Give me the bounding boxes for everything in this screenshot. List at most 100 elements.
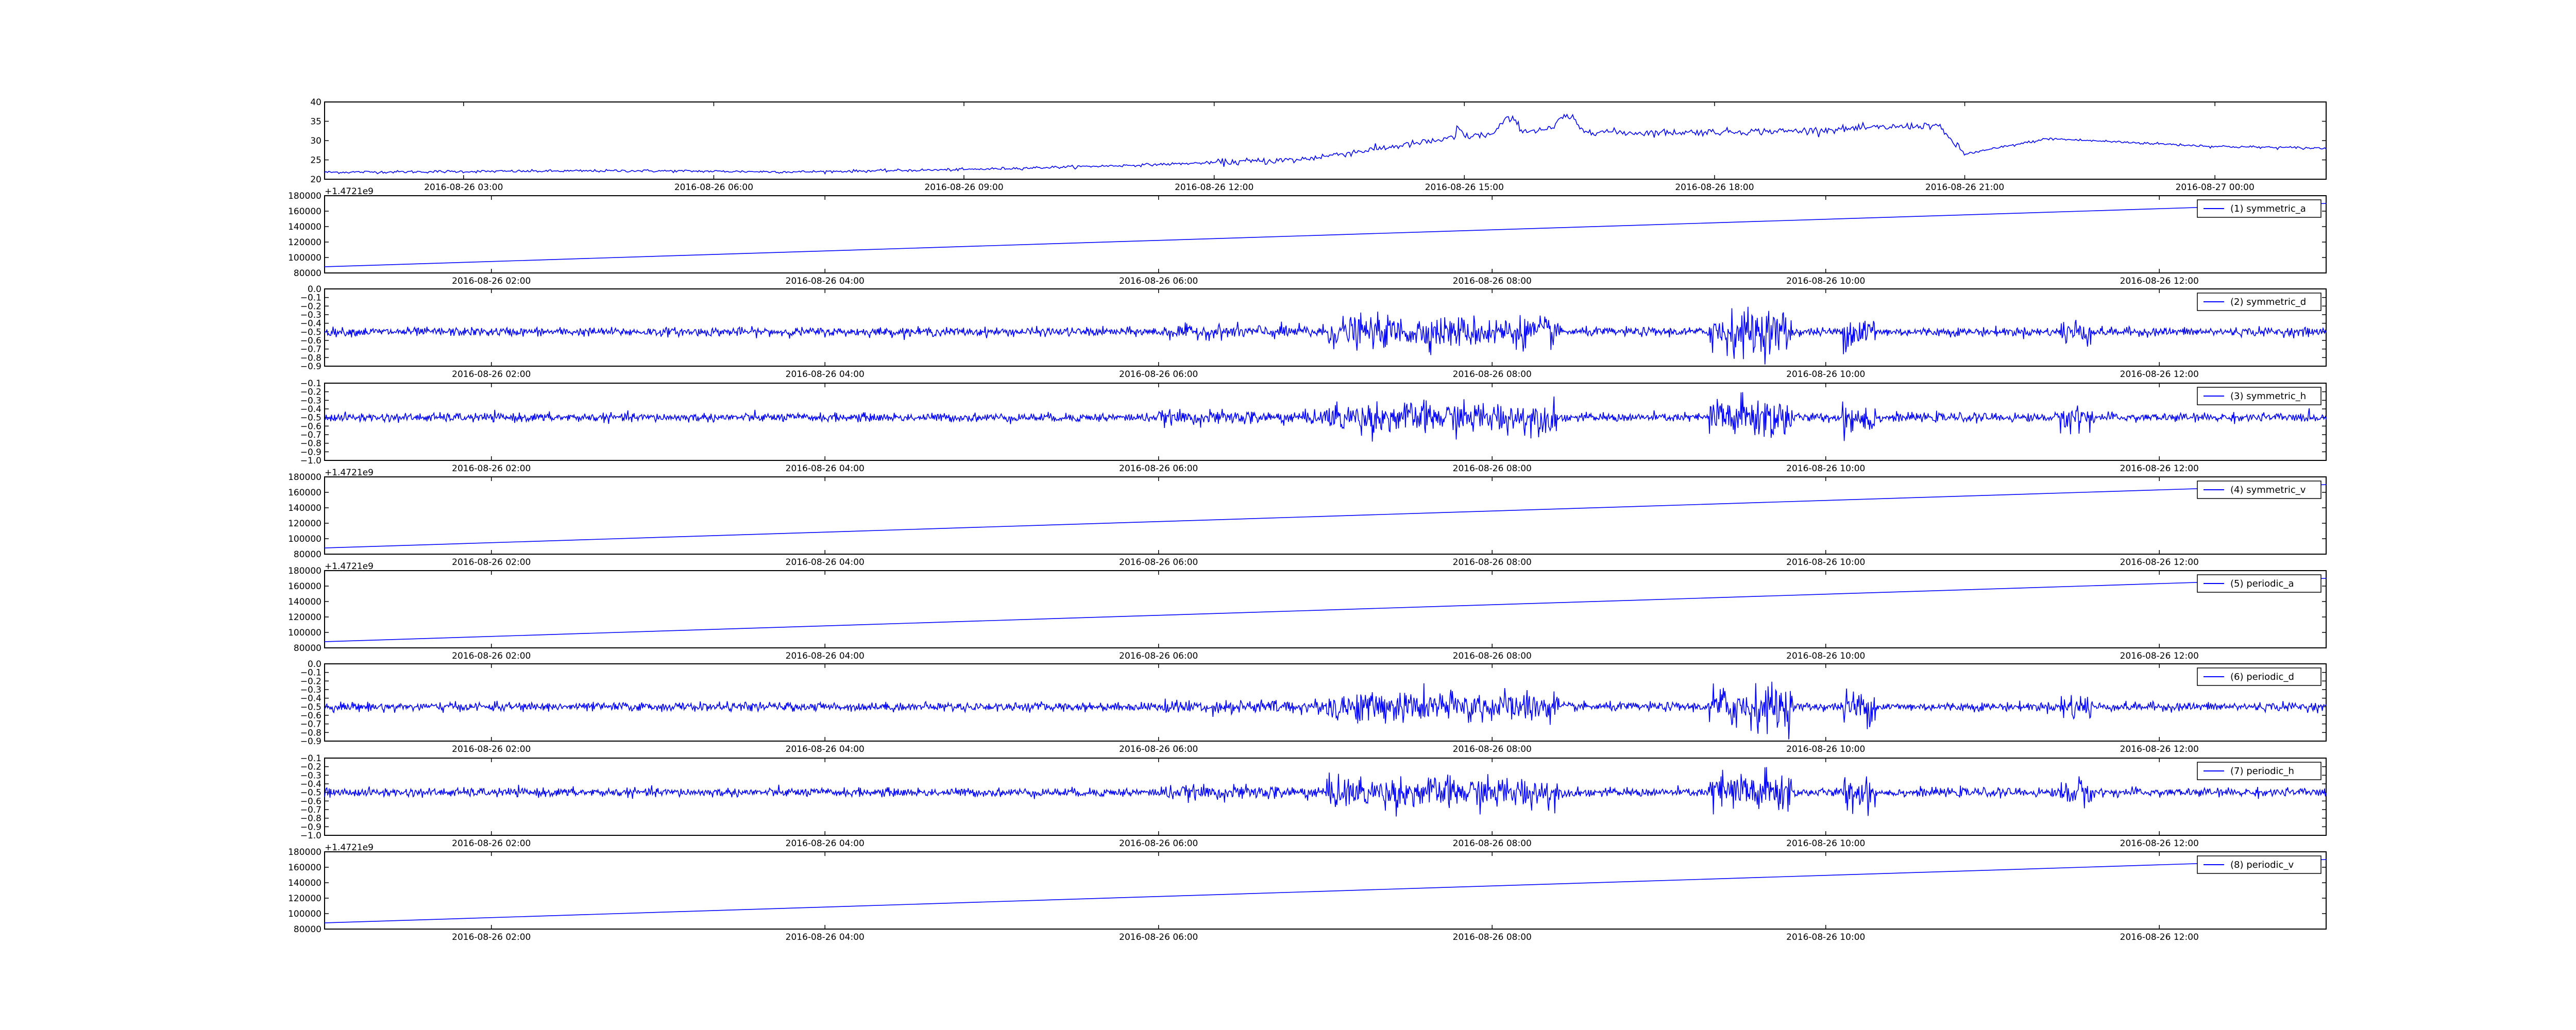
y-tick-label: −0.8	[300, 728, 321, 738]
series-line	[324, 484, 2327, 548]
plot-frame	[324, 288, 2327, 367]
panel-3: 0.0−0.1−0.2−0.3−0.4−0.5−0.6−0.7−0.8−0.9 2…	[300, 284, 2327, 380]
x-tick-label: 2016-08-26 08:00	[1453, 464, 1532, 474]
panel-8: −0.1−0.2−0.3−0.4−0.5−0.6−0.7−0.8−0.9−1.0…	[300, 753, 2327, 849]
legend: (8) periodic_v	[2197, 855, 2321, 874]
panel-4: −0.1−0.2−0.3−0.4−0.5−0.6−0.7−0.8−0.9−1.0…	[300, 379, 2327, 474]
y-tick-label: −1.0	[300, 831, 321, 841]
x-tick-label: 2016-08-26 08:00	[1453, 651, 1532, 661]
x-tick-label: 2016-08-26 12:00	[1175, 182, 1253, 193]
y-tick-label: 160000	[288, 581, 321, 592]
x-tick-label: 2016-08-26 02:00	[452, 369, 531, 380]
x-tick-label: 2016-08-26 04:00	[786, 744, 865, 754]
x-tick-label: 2016-08-26 04:00	[786, 651, 865, 661]
x-tick-label: 2016-08-26 04:00	[786, 557, 865, 568]
y-tick-label: −0.9	[300, 736, 321, 747]
x-tick-label: 2016-08-26 02:00	[452, 651, 531, 661]
panel-7: 0.0−0.1−0.2−0.3−0.4−0.5−0.6−0.7−0.8−0.9 2…	[300, 659, 2327, 754]
legend: (3) symmetric_h	[2197, 387, 2321, 405]
plot-frame	[324, 383, 2327, 461]
legend: (2) symmetric_d	[2197, 293, 2321, 311]
y-tick-label: 180000	[288, 847, 321, 857]
y-tick-label: −0.5	[300, 413, 321, 423]
y-tick-label: 160000	[288, 863, 321, 873]
x-tick-label: 2016-08-26 06:00	[1119, 651, 1198, 661]
x-tick-label: 2016-08-26 02:00	[452, 744, 531, 754]
y-tick-label: −0.3	[300, 685, 321, 695]
y-tick-label: −0.3	[300, 310, 321, 320]
y-tick-label: 80000	[294, 268, 321, 279]
x-tick-label: 2016-08-26 12:00	[2120, 838, 2199, 849]
y-tick-label: 180000	[288, 191, 321, 201]
x-tick-label: 2016-08-26 08:00	[1453, 744, 1532, 754]
legend-label: (1) symmetric_a	[2230, 203, 2306, 214]
legend: (4) symmetric_v	[2197, 480, 2321, 499]
y-tick-label: −0.4	[300, 404, 321, 415]
legend-label: (2) symmetric_d	[2230, 297, 2306, 307]
y-tick-label: −0.1	[300, 379, 321, 389]
legend-box	[2197, 667, 2321, 686]
y-tick-label: 120000	[288, 612, 321, 623]
y-tick-label: −0.4	[300, 319, 321, 329]
y-tick-label: −0.7	[300, 345, 321, 355]
y-tick-label: 100000	[288, 628, 321, 638]
y-tick-label: −0.6	[300, 796, 321, 806]
x-tick-label: 2016-08-26 06:00	[1119, 276, 1198, 286]
x-tick-label: 2016-08-26 04:00	[786, 838, 865, 849]
y-offset-label: +1.4721e9	[325, 561, 374, 572]
series-line	[324, 306, 2327, 365]
panel-6: 80000 100000 120000 140000 160000 180000 2016-…	[288, 561, 2327, 661]
y-tick-label: −0.9	[300, 362, 321, 372]
x-tick-label: 2016-08-26 08:00	[1453, 276, 1532, 286]
x-tick-label: 2016-08-26 12:00	[2120, 464, 2199, 474]
x-tick-label: 2016-08-26 02:00	[452, 838, 531, 849]
y-tick-label: 0.0	[308, 284, 321, 295]
x-tick-label: 2016-08-27 00:00	[2176, 182, 2255, 193]
x-tick-label: 2016-08-26 02:00	[452, 557, 531, 568]
x-tick-label: 2016-08-26 02:00	[452, 464, 531, 474]
legend: (6) periodic_d	[2197, 667, 2321, 686]
plot-frame	[324, 570, 2327, 648]
y-tick-label: −0.7	[300, 719, 321, 730]
y-tick-label: 0.0	[308, 659, 321, 670]
legend-label: (4) symmetric_v	[2230, 485, 2306, 495]
y-tick-label: −0.3	[300, 396, 321, 406]
x-tick-label: 2016-08-26 06:00	[674, 182, 753, 193]
x-tick-label: 2016-08-26 10:00	[1786, 838, 1865, 849]
x-tick-label: 2016-08-26 09:00	[924, 182, 1003, 193]
y-offset-label: +1.4721e9	[325, 186, 374, 197]
y-tick-label: 30	[310, 136, 321, 146]
plot-frame	[324, 758, 2327, 836]
y-tick-label: 140000	[288, 503, 321, 513]
y-tick-label: −0.8	[300, 814, 321, 824]
y-tick-label: 100000	[288, 909, 321, 919]
x-tick-label: 2016-08-26 12:00	[2120, 744, 2199, 754]
x-tick-label: 2016-08-26 12:00	[2120, 932, 2199, 942]
y-tick-label: −0.2	[300, 676, 321, 686]
x-tick-label: 2016-08-26 12:00	[2120, 369, 2199, 380]
y-tick-label: −0.6	[300, 336, 321, 346]
y-tick-label: −0.2	[300, 301, 321, 312]
y-tick-label: −0.4	[300, 779, 321, 789]
y-tick-label: 40	[310, 97, 321, 108]
series-line	[324, 578, 2327, 642]
panel-2: 80000 100000 120000 140000 160000 180000 2016-…	[288, 186, 2327, 286]
y-tick-label: −0.7	[300, 430, 321, 440]
y-tick-label: −0.1	[300, 668, 321, 678]
y-tick-label: 20	[310, 175, 321, 185]
y-tick-label: 35	[310, 117, 321, 127]
y-tick-label: −0.1	[300, 293, 321, 303]
y-tick-label: 140000	[288, 597, 321, 607]
y-tick-label: −0.3	[300, 770, 321, 781]
y-tick-label: 80000	[294, 643, 321, 654]
x-tick-label: 2016-08-26 21:00	[1925, 182, 2004, 193]
y-tick-label: 25	[310, 156, 321, 166]
x-tick-label: 2016-08-26 04:00	[786, 369, 865, 380]
panel-5: 80000 100000 120000 140000 160000 180000 2016-…	[288, 468, 2327, 568]
x-tick-label: 2016-08-26 10:00	[1786, 932, 1865, 942]
x-tick-label: 2016-08-26 10:00	[1786, 557, 1865, 568]
x-tick-label: 2016-08-26 10:00	[1786, 651, 1865, 661]
y-tick-label: 120000	[288, 519, 321, 529]
y-tick-label: 160000	[288, 207, 321, 217]
plot-frame	[324, 663, 2327, 742]
